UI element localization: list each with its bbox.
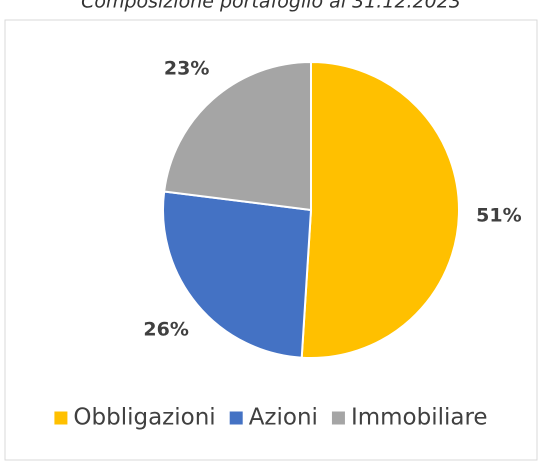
value-label: 51%	[476, 204, 521, 226]
pie-slice	[300, 60, 460, 359]
value-label: 23%	[164, 57, 209, 79]
legend-swatch	[54, 411, 68, 425]
value-label: 26%	[143, 318, 188, 340]
chart-title: Composizione portafoglio al 31.12.2023	[81, 0, 461, 13]
legend-label: Obbligazioni	[73, 405, 215, 431]
legend-label: Immobiliare	[351, 405, 488, 431]
legend-swatch	[331, 411, 345, 425]
pie-slice	[163, 60, 312, 212]
pie-slice	[162, 190, 313, 359]
legend-label: Azioni	[249, 405, 318, 431]
legend-swatch	[229, 411, 243, 425]
